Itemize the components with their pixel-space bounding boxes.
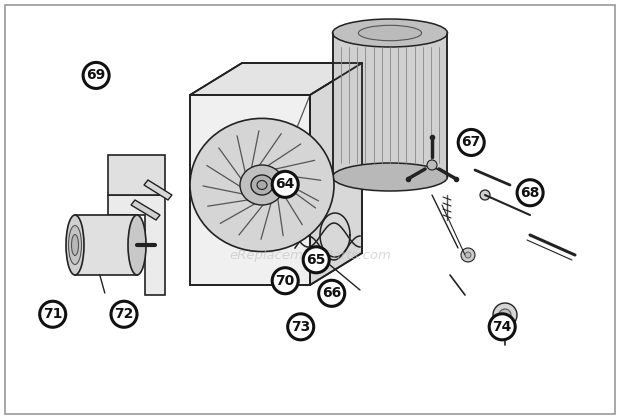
Text: 67: 67 <box>461 135 481 150</box>
Polygon shape <box>310 63 362 285</box>
Ellipse shape <box>332 19 448 47</box>
Text: 73: 73 <box>291 320 311 334</box>
Text: eReplacementParts.com: eReplacementParts.com <box>229 248 391 261</box>
Circle shape <box>272 171 298 197</box>
Ellipse shape <box>71 235 79 256</box>
Text: 74: 74 <box>492 320 512 334</box>
Ellipse shape <box>257 181 267 189</box>
Text: 66: 66 <box>322 286 342 300</box>
Polygon shape <box>190 95 310 285</box>
Circle shape <box>517 180 543 206</box>
Text: 68: 68 <box>520 186 540 200</box>
Polygon shape <box>144 180 172 200</box>
Circle shape <box>493 303 517 327</box>
Circle shape <box>319 280 345 306</box>
Ellipse shape <box>358 25 422 41</box>
Ellipse shape <box>190 119 334 251</box>
Ellipse shape <box>332 163 448 191</box>
Ellipse shape <box>68 225 81 264</box>
Text: 65: 65 <box>306 253 326 267</box>
Text: 70: 70 <box>275 274 295 288</box>
Circle shape <box>458 129 484 155</box>
Ellipse shape <box>66 215 84 275</box>
Circle shape <box>461 248 475 262</box>
Ellipse shape <box>251 175 273 195</box>
Text: 72: 72 <box>114 307 134 321</box>
Polygon shape <box>131 200 160 220</box>
Circle shape <box>465 252 471 258</box>
Circle shape <box>83 62 109 88</box>
Polygon shape <box>190 63 362 95</box>
Circle shape <box>499 309 511 321</box>
Polygon shape <box>75 215 137 275</box>
Polygon shape <box>333 33 447 177</box>
Circle shape <box>111 301 137 327</box>
Text: 71: 71 <box>43 307 63 321</box>
Circle shape <box>40 301 66 327</box>
Circle shape <box>427 160 437 170</box>
Polygon shape <box>108 155 165 195</box>
Text: 69: 69 <box>86 68 106 83</box>
Circle shape <box>272 268 298 294</box>
Text: 64: 64 <box>275 177 295 191</box>
Circle shape <box>303 247 329 273</box>
Circle shape <box>288 314 314 340</box>
Ellipse shape <box>128 215 146 275</box>
Circle shape <box>489 314 515 340</box>
Polygon shape <box>108 195 165 295</box>
Circle shape <box>480 190 490 200</box>
Ellipse shape <box>240 165 284 205</box>
